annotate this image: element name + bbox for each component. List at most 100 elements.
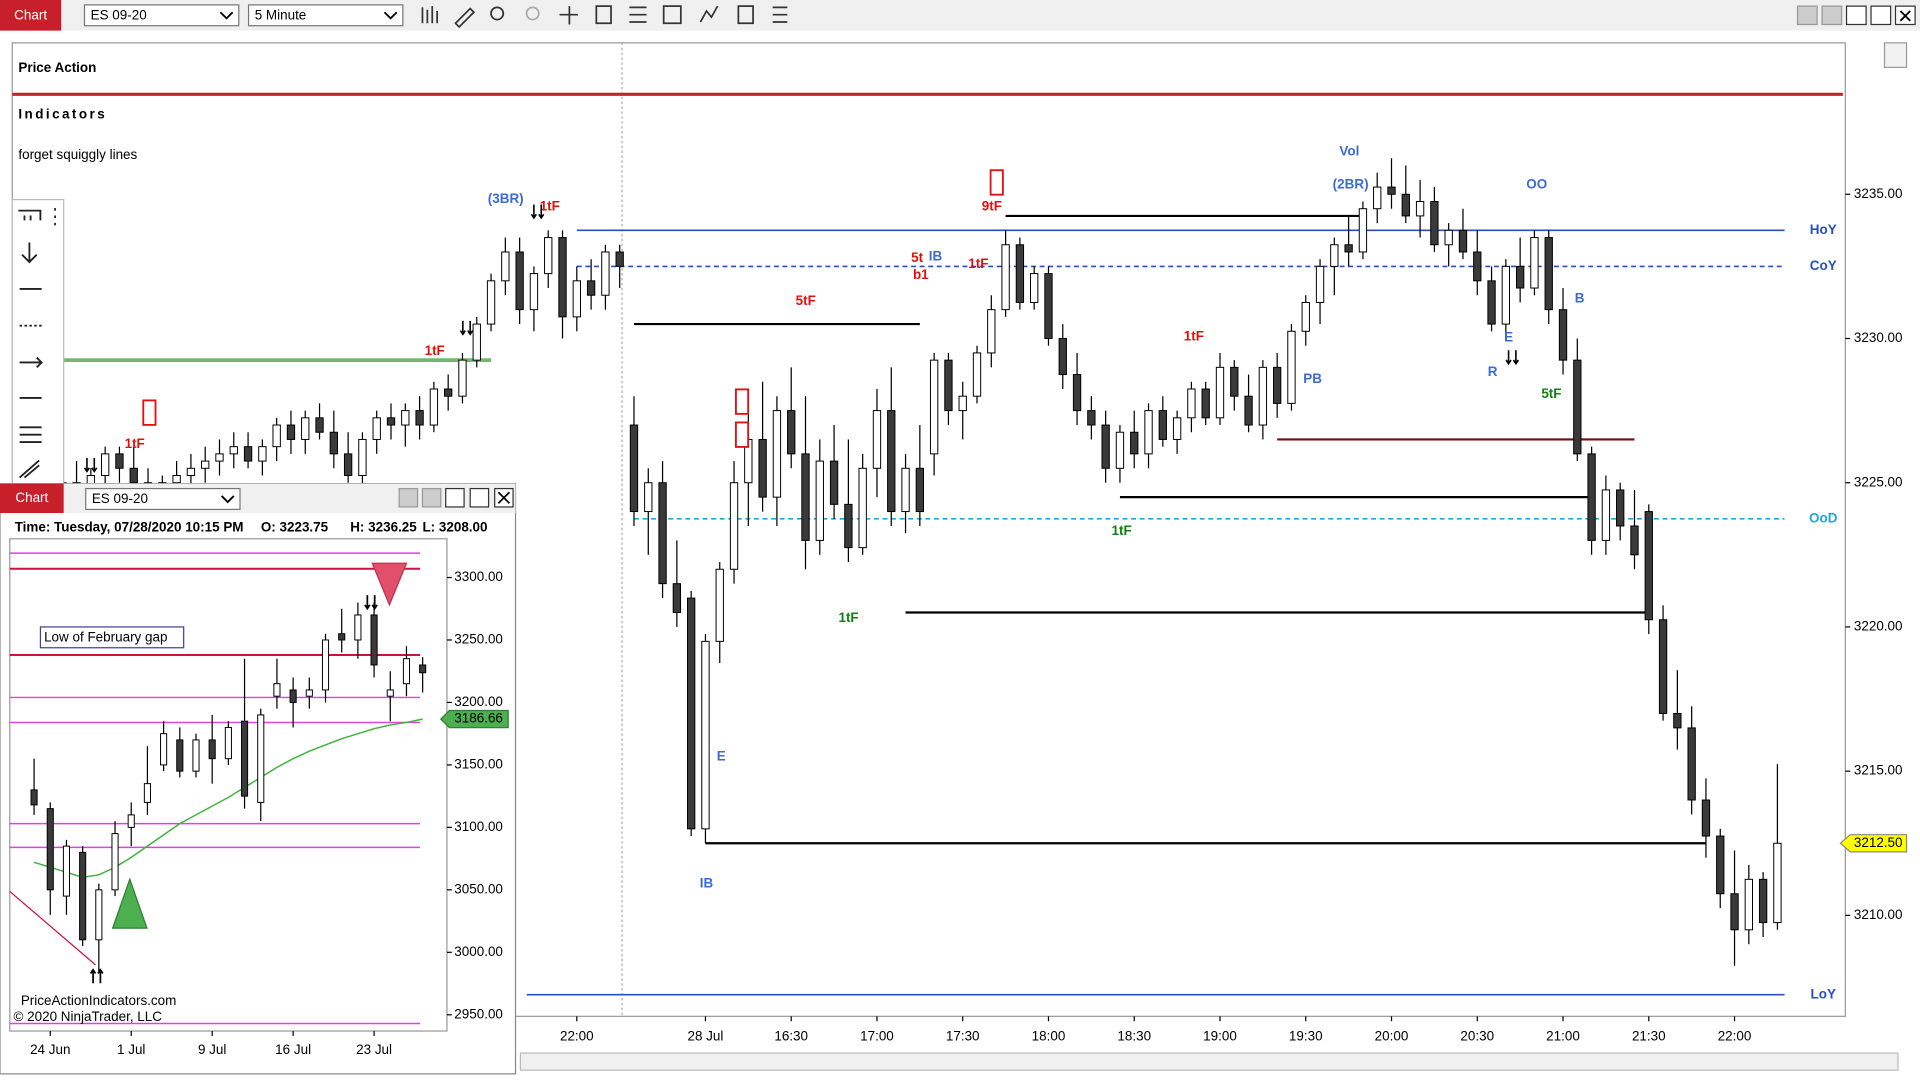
candle-body [1001, 244, 1010, 311]
zoom-out-icon[interactable] [525, 6, 540, 21]
fib-tool[interactable] [19, 426, 42, 443]
window-button[interactable] [1821, 5, 1843, 26]
signal-icon [735, 388, 750, 415]
bars-icon[interactable] [421, 6, 438, 24]
zoom-in-icon[interactable] [490, 6, 505, 21]
candle-body [354, 614, 362, 641]
candle-body [515, 251, 524, 311]
level-label: HoY [1810, 222, 1837, 237]
window-button[interactable] [398, 487, 419, 508]
candle-body [501, 251, 510, 282]
candle-body [241, 720, 249, 797]
y-tick-label: 3225.00 [1854, 474, 1903, 489]
candle-body [1444, 229, 1453, 246]
candle-body [872, 410, 882, 469]
interval-select[interactable] [247, 4, 404, 27]
toolbar-icons [421, 5, 788, 29]
minimize-button[interactable] [445, 487, 465, 508]
candle-body [160, 733, 168, 766]
level-label: CoY [1810, 258, 1837, 273]
arrow-tool[interactable] [21, 242, 38, 264]
data-icon[interactable] [737, 5, 754, 25]
logo-tagline: forget squiggly lines [18, 147, 137, 162]
dropdown-arrow [383, 11, 398, 20]
inset-tab-label: Chart [15, 490, 48, 505]
properties-icon[interactable] [595, 5, 612, 25]
annotation: b1 [913, 267, 929, 282]
maximize-button[interactable] [1870, 5, 1892, 26]
draw-icon[interactable] [454, 7, 476, 29]
candle-body [372, 417, 381, 440]
inset-instrument-select[interactable] [85, 487, 241, 510]
candle-body [30, 789, 38, 806]
candle-body [1258, 366, 1268, 426]
minimize-button[interactable] [1845, 5, 1867, 26]
crosshair-icon[interactable] [559, 6, 578, 25]
candle-body [1673, 712, 1682, 729]
candle-body [815, 460, 824, 541]
candle-body [186, 467, 196, 477]
scrollbar[interactable] [519, 1052, 1899, 1071]
last-price-label: 3212.50 [1854, 835, 1903, 850]
menu-icon[interactable] [772, 6, 788, 23]
annotation: 1tF [1112, 523, 1132, 538]
f-button[interactable] [1883, 42, 1908, 68]
annotation: IB [929, 249, 943, 264]
ext-line-tool[interactable] [19, 356, 43, 368]
candle-body [272, 424, 281, 448]
candle-body [329, 431, 338, 455]
candle-body [1616, 489, 1625, 527]
candle-body [386, 417, 396, 426]
annotation: Vol [1339, 143, 1359, 158]
candle-body [1473, 251, 1482, 282]
sell-triangle [371, 562, 408, 607]
candle-body [944, 359, 953, 412]
candle-body [1644, 511, 1653, 621]
candle-body [229, 446, 238, 455]
level-label: LoY [1811, 986, 1836, 1001]
candle-body [201, 460, 210, 469]
annotation: E [717, 748, 726, 763]
maximize-button[interactable] [469, 487, 490, 508]
candle-body [1087, 410, 1096, 426]
templates-icon[interactable] [629, 6, 647, 23]
candle-body [1030, 273, 1039, 303]
y-tick-label: 3200.00 [454, 694, 503, 709]
candle-body [1544, 237, 1553, 311]
ruler-tool[interactable] [18, 209, 42, 221]
y-tick-label: 3210.00 [1854, 907, 1903, 922]
window-button[interactable] [421, 487, 442, 508]
annotation: 1tF [1184, 328, 1204, 343]
arrow-icon [459, 320, 474, 336]
arrow-icon [89, 968, 104, 984]
window-button[interactable] [1796, 5, 1818, 26]
annotation: 1tF [425, 343, 445, 358]
channel-tool[interactable] [18, 459, 40, 479]
strategies-icon[interactable] [699, 5, 719, 23]
chart-tab[interactable] [0, 0, 62, 31]
inset-chart-tab[interactable] [0, 483, 64, 514]
candle-body [629, 424, 639, 513]
candle-body [243, 446, 253, 462]
candle-body [972, 352, 982, 397]
candle-body [558, 237, 567, 318]
candle-body [415, 410, 424, 426]
candle-body [686, 597, 696, 830]
signal-icon [142, 399, 157, 426]
trend-line [9, 890, 96, 966]
candle-body [1730, 893, 1739, 931]
candle-body [1072, 374, 1082, 412]
candle-body [1687, 727, 1696, 801]
annotation: IB [700, 876, 714, 891]
arrow-icon [364, 595, 378, 611]
x-tick-label: 21:00 [1546, 1029, 1580, 1044]
candle-body [192, 739, 200, 772]
candle-body [215, 453, 224, 462]
indicators-icon[interactable] [662, 5, 682, 25]
x-tick-label: 23 Jul [356, 1042, 392, 1057]
instrument-select[interactable] [83, 4, 240, 27]
candle-body [1344, 244, 1353, 253]
annotation: (3BR) [488, 191, 524, 206]
moving-average [33, 718, 423, 879]
candle-body [1373, 186, 1382, 210]
